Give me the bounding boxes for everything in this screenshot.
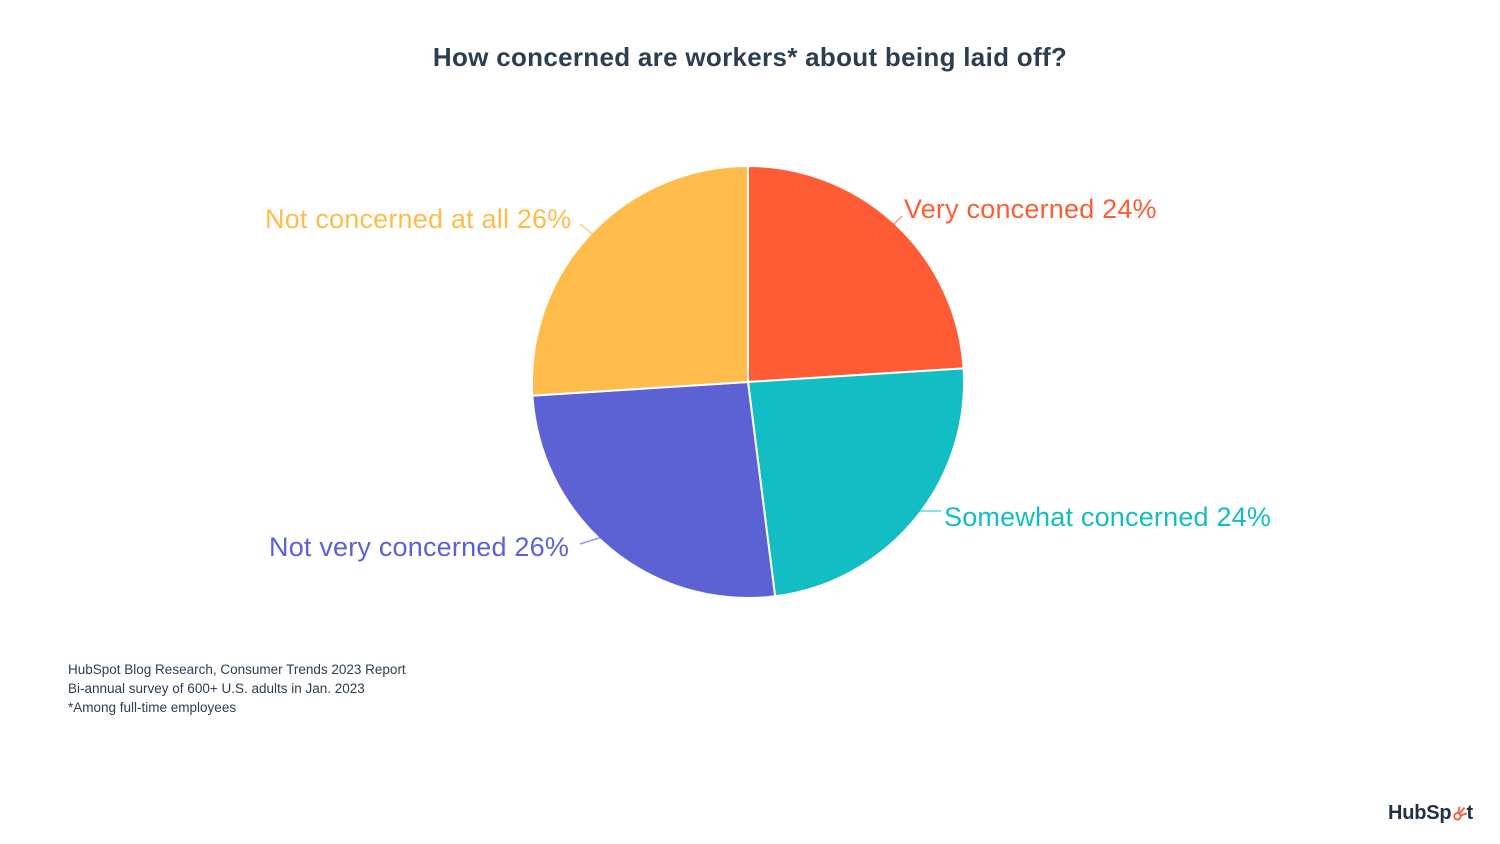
footnotes: HubSpot Blog Research, Consumer Trends 2… [68,660,406,717]
slice-label-not-very-concerned: Not very concerned 26% [269,532,570,562]
pie-slice-very-concerned [747,165,965,383]
pie-slice-not-concerned-at-all [530,165,749,397]
hubspot-logo-text-before: HubSp [1388,802,1452,824]
slice-label-very-concerned: Very concerned 24% [904,194,1157,224]
chart-title: How concerned are workers* about being l… [432,42,1068,72]
footnote-source: HubSpot Blog Research, Consumer Trends 2… [68,662,406,677]
connector-not-very-concerned [579,536,615,550]
connector-somewhat-concerned [903,510,941,525]
slice-label-not-concerned-at-all: Not concerned at all 26% [265,204,572,234]
footnote-asterisk: *Among full-time employees [68,700,237,715]
pie-slice-somewhat-concerned [747,367,966,598]
hubspot-logo-text-after: t [1466,802,1473,824]
hubspot-sprocket-icon [1453,806,1468,821]
pie-slice-not-very-concerned [531,381,777,599]
connector-not-concerned-at-all [579,223,597,238]
footnote-survey: Bi-annual survey of 600+ U.S. adults in … [68,681,365,696]
pie-slices-group [530,165,966,599]
connector-very-concerned [887,215,903,231]
hubspot-logo: HubSp t [1388,802,1473,825]
slice-label-somewhat-concerned: Somewhat concerned 24% [944,502,1272,532]
